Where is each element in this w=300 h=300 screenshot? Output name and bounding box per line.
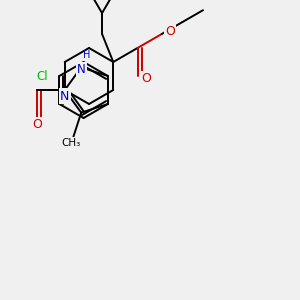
Text: N: N <box>77 63 85 76</box>
Text: O: O <box>165 25 175 38</box>
Text: O: O <box>141 72 151 85</box>
Text: CH₃: CH₃ <box>61 138 81 148</box>
Text: H: H <box>82 50 90 60</box>
Text: Cl: Cl <box>37 70 48 83</box>
Text: O: O <box>32 118 42 131</box>
Text: N: N <box>60 90 69 103</box>
